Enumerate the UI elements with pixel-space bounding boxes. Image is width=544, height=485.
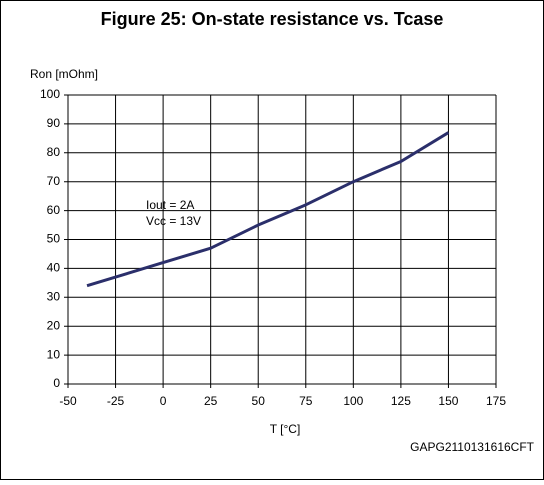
x-tick-label: 0 [160,394,167,408]
y-tick-label: 10 [47,347,61,361]
x-axis-label: T [°C] [270,422,301,436]
y-tick-label: 80 [47,145,61,159]
annotation: Vcc = 13V [146,214,201,228]
figure-code: GAPG2110131616CFT [410,440,535,454]
x-tick-label: 25 [204,394,218,408]
x-tick-label: 175 [486,394,506,408]
y-tick-label: 60 [47,203,61,217]
y-tick-label: 40 [47,261,61,275]
y-tick-label: 20 [47,318,61,332]
y-axis-label: Ron [mOhm] [30,67,98,81]
x-tick-label: 125 [391,394,411,408]
chart-title: Figure 25: On-state resistance vs. Tcase [101,9,444,29]
y-tick-label: 0 [53,376,60,390]
x-tick-label: 75 [299,394,313,408]
y-tick-label: 50 [47,232,61,246]
x-tick-label: -50 [59,394,77,408]
y-tick-label: 90 [47,116,61,130]
y-tick-label: 100 [40,87,60,101]
x-tick-label: 50 [252,394,266,408]
x-tick-label: 150 [438,394,458,408]
y-tick-label: 70 [47,174,61,188]
y-tick-label: 30 [47,289,61,303]
data-line [86,131,450,288]
annotation: Iout = 2A [146,198,194,212]
x-tick-label: 100 [343,394,363,408]
x-tick-label: -25 [107,394,125,408]
